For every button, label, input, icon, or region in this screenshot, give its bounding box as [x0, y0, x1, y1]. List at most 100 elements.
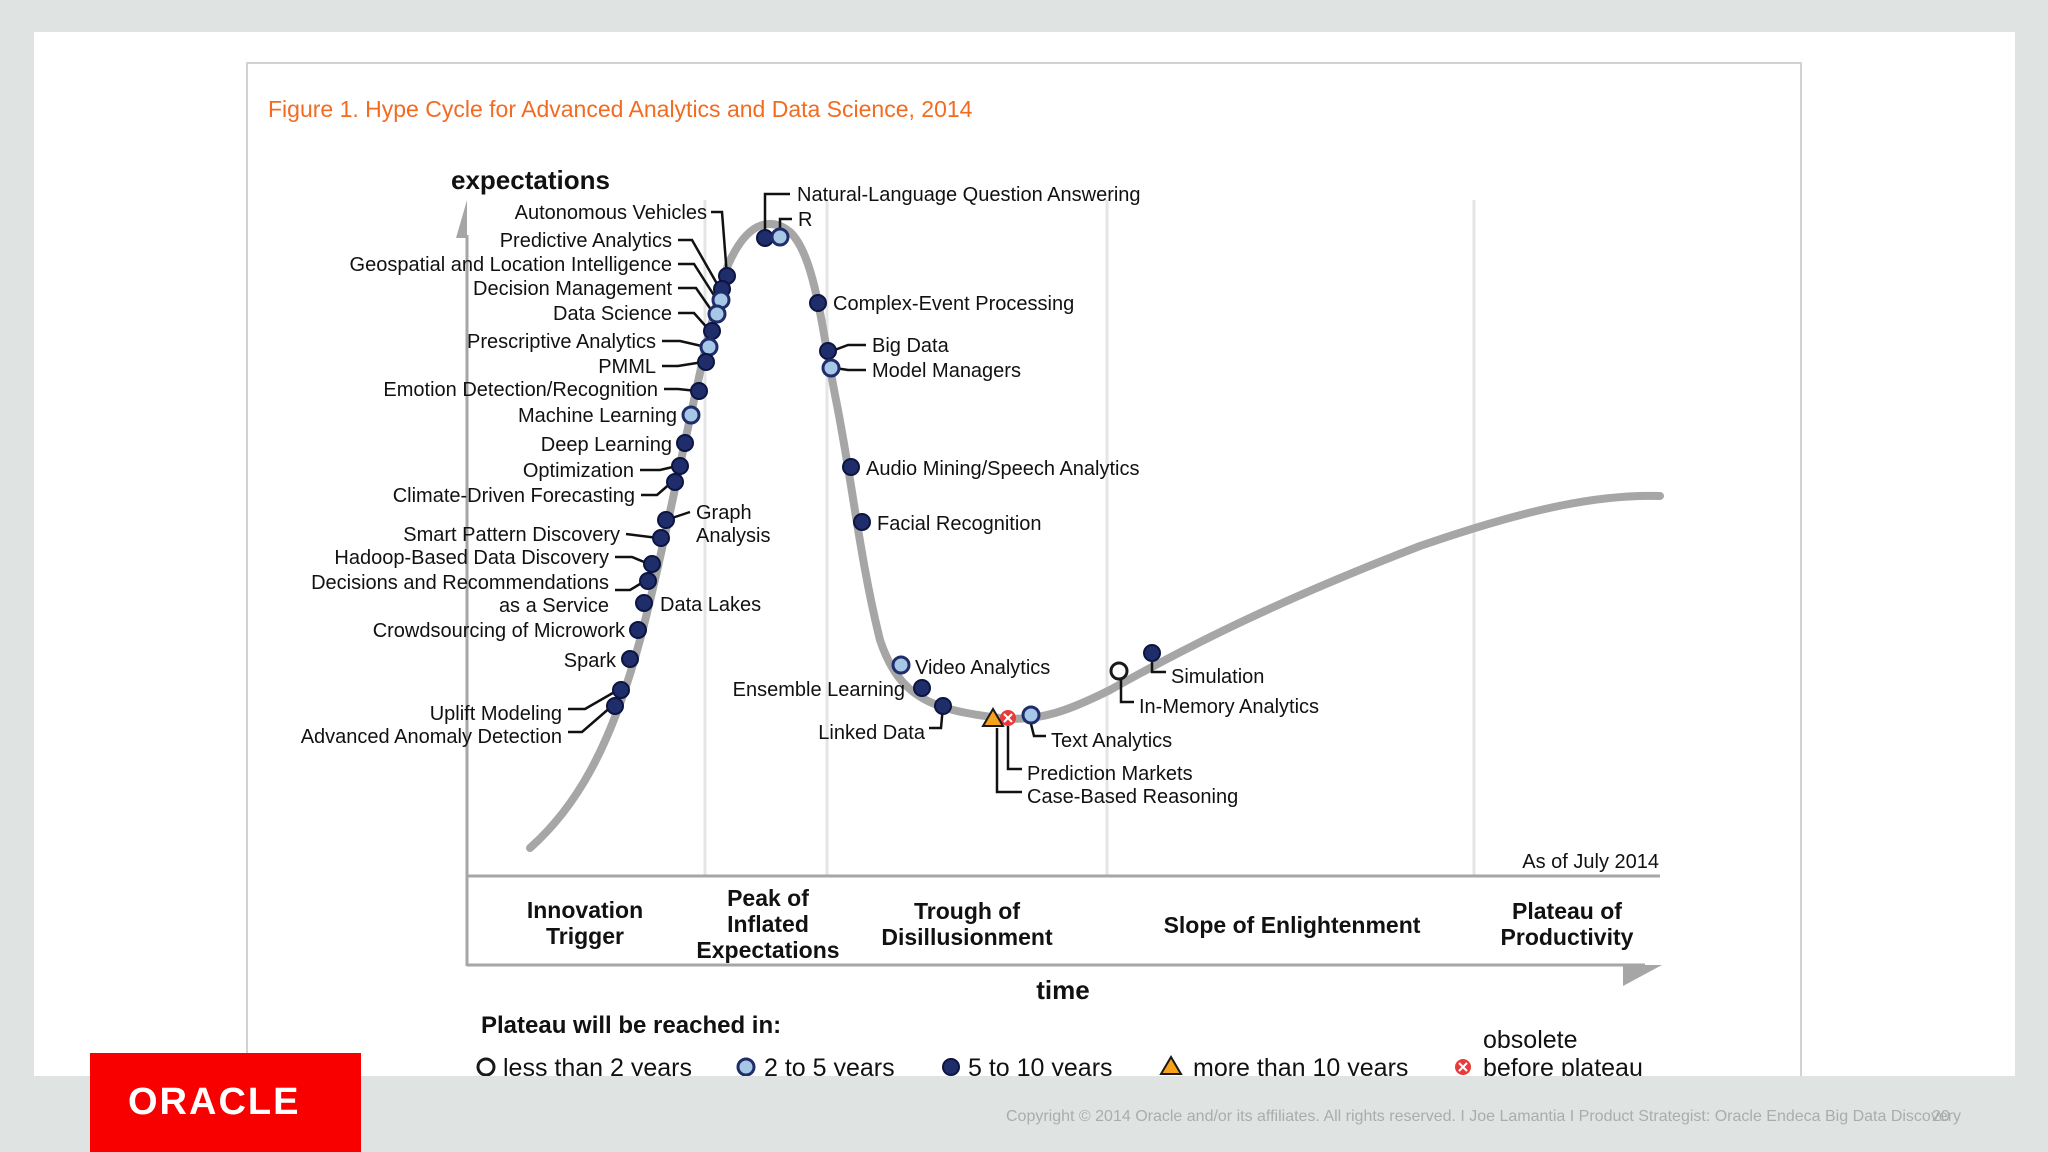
phase-label-peak: Peak of — [727, 885, 809, 911]
tech-marker-dark — [629, 621, 647, 639]
phase-label-peak: Inflated — [727, 911, 809, 937]
tech-marker-light — [821, 358, 841, 378]
tech-label: Ensemble Learning — [733, 679, 905, 701]
tech-marker-dark — [606, 697, 624, 715]
tech-label: Autonomous Vehicles — [515, 202, 707, 224]
tech-marker-dark — [697, 353, 715, 371]
tech-label: Audio Mining/Speech Analytics — [866, 458, 1140, 480]
tech-marker-dark — [621, 650, 639, 668]
phase-label-slope: Slope of Enlightenment — [1164, 912, 1421, 938]
tech-label: Spark — [564, 650, 617, 672]
tech-label: Emotion Detection/Recognition — [383, 379, 658, 401]
tech-label: Uplift Modeling — [430, 703, 562, 725]
legend-marker-triangle — [1159, 1055, 1183, 1075]
tech-label: as a Service — [499, 595, 609, 617]
phase-label-peak: Expectations — [696, 937, 839, 963]
tech-label: Optimization — [523, 460, 634, 482]
tech-marker-dark — [676, 434, 694, 452]
tech-label: Prediction Markets — [1027, 763, 1193, 785]
tech-label: Video Analytics — [915, 657, 1050, 679]
tech-label: Model Managers — [872, 360, 1021, 382]
phase-label-innovation: Trigger — [546, 923, 624, 949]
tech-marker-dark — [666, 473, 684, 491]
tech-label: Decision Management — [473, 278, 672, 300]
phase-label-plateau: Productivity — [1501, 924, 1634, 950]
tech-label: Climate-Driven Forecasting — [393, 485, 635, 507]
phase-label-trough: Trough of — [914, 898, 1020, 924]
tech-marker-light — [1021, 705, 1041, 725]
tech-label: Crowdsourcing of Microwork — [373, 620, 626, 642]
tech-connector — [641, 481, 673, 497]
tech-label: Text Analytics — [1051, 730, 1172, 752]
tech-marker-dark — [657, 511, 675, 529]
tech-label: Facial Recognition — [877, 513, 1042, 535]
tech-marker-dark — [643, 555, 661, 573]
tech-marker-light — [770, 227, 790, 247]
tech-label: Data Lakes — [660, 594, 761, 616]
tech-marker-dark — [853, 513, 871, 531]
figure-title: Figure 1. Hype Cycle for Advanced Analyt… — [268, 96, 973, 122]
x-axis-label: time — [1036, 975, 1089, 1005]
tech-label: PMML — [598, 356, 656, 378]
tech-marker-light — [699, 337, 719, 357]
tech-marker-dark — [690, 382, 708, 400]
tech-marker-light — [681, 405, 701, 425]
tech-marker-dark — [934, 697, 952, 715]
phase-label-trough: Disillusionment — [881, 924, 1053, 950]
legend-title: Plateau will be reached in: — [481, 1012, 781, 1039]
tech-label: Geospatial and Location Intelligence — [350, 254, 672, 276]
tech-connector — [995, 728, 1022, 794]
tech-label: In-Memory Analytics — [1139, 696, 1319, 718]
tech-marker-dark — [652, 529, 670, 547]
tech-label: Analysis — [696, 525, 770, 547]
tech-connector — [678, 238, 722, 290]
hype-curve — [526, 220, 1664, 852]
tech-marker-dark — [809, 294, 827, 312]
tech-connector — [568, 688, 619, 711]
tech-label: Simulation — [1171, 666, 1264, 688]
tech-marker-dark — [703, 322, 721, 340]
tech-label: Graph — [696, 502, 752, 524]
tech-marker-dark — [1143, 644, 1161, 662]
tech-connector — [1006, 726, 1022, 771]
x-axis-arrow-icon — [1623, 965, 1662, 986]
legend-marker-dark — [942, 1058, 960, 1076]
legend-marker-open — [476, 1057, 496, 1077]
tech-connector — [678, 311, 711, 332]
tech-marker-dark — [639, 572, 657, 590]
tech-label: Machine Learning — [518, 405, 677, 427]
tech-label: Data Science — [553, 303, 672, 325]
tech-label: Case-Based Reasoning — [1027, 786, 1238, 808]
tech-label: Hadoop-Based Data Discovery — [334, 547, 609, 569]
tech-label: R — [798, 209, 812, 231]
tech-connector — [662, 339, 707, 349]
tech-connector — [831, 343, 866, 353]
tech-marker-triangle — [981, 707, 1005, 727]
tech-connector — [662, 360, 704, 368]
tech-label: Linked Data — [818, 722, 926, 744]
tech-marker-dark — [635, 594, 653, 612]
phase-label-innovation: Innovation — [527, 897, 643, 923]
tech-label: Deep Learning — [541, 434, 672, 456]
as-of-date: As of July 2014 — [1522, 851, 1659, 873]
tech-connector — [1150, 662, 1166, 674]
tech-connector — [678, 286, 716, 315]
tech-label: Big Data — [872, 335, 950, 357]
tech-label: Decisions and Recommendations — [311, 572, 609, 594]
page-number: 20 — [1932, 1108, 1950, 1125]
y-axis-label: expectations — [451, 165, 610, 195]
legend-label: obsolete — [1483, 1026, 1578, 1054]
oracle-logo-text: ORACLE — [128, 1081, 301, 1123]
phase-label-plateau: Plateau of — [1512, 898, 1622, 924]
tech-marker-dark — [842, 458, 860, 476]
legend-marker-obsolete — [1455, 1059, 1471, 1075]
tech-marker-dark — [671, 457, 689, 475]
tech-marker-open — [1109, 661, 1129, 681]
tech-marker-light — [891, 655, 911, 675]
tech-connector — [568, 705, 613, 734]
oracle-logo: ORACLE — [90, 1053, 361, 1152]
y-axis-arrow-icon — [456, 200, 467, 238]
legend-marker-light — [736, 1057, 756, 1077]
tech-label: Complex-Event Processing — [833, 293, 1074, 315]
